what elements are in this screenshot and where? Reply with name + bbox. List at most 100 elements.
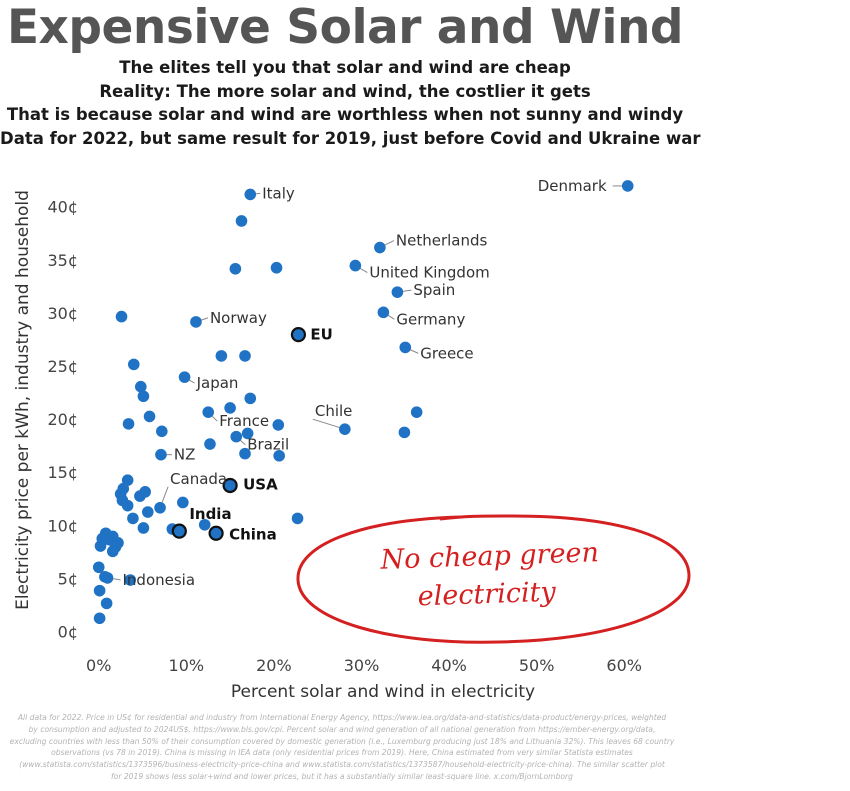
y-axis-ticks: 0¢ 5¢ 10¢ 15¢ 20¢ 25¢ 30¢ 35¢ 40¢ <box>47 198 78 642</box>
point-label-germany: Germany <box>396 310 465 328</box>
data-point-india <box>171 523 187 539</box>
data-point-netherlands <box>374 241 386 254</box>
point-label-norway: Norway <box>210 309 267 327</box>
data-point-usa <box>222 477 238 494</box>
data-point <box>124 574 137 586</box>
footnote-line: All data for 2022. Price in US¢ for resi… <box>17 713 667 722</box>
x-axis-ticks: 0% 10% 20% 30% 40% 50% 60% <box>86 656 642 675</box>
point-label-canada: Canada <box>170 470 227 488</box>
point-label-india: India <box>189 505 231 523</box>
data-point-indonesia <box>101 572 114 584</box>
point-label-france: France <box>219 412 269 430</box>
subtitle-line: Reality: The more solar and wind, the co… <box>99 81 591 101</box>
point-label-china: China <box>229 525 277 543</box>
data-point-canada <box>154 501 166 514</box>
point-label-greece: Greece <box>420 344 473 362</box>
data-point <box>127 512 139 525</box>
y-axis-label: Electricity price per kWh, industry and … <box>13 190 33 610</box>
point-label-usa: USA <box>243 475 278 493</box>
data-point <box>139 486 151 498</box>
y-tick-label: 20¢ <box>47 410 78 429</box>
data-point-chile <box>339 423 351 435</box>
data-point <box>93 612 106 625</box>
data-point-brazil <box>230 430 243 443</box>
data-point <box>137 522 150 534</box>
data-point <box>177 496 189 509</box>
footnote-line: excluding countries with less than 50% o… <box>9 736 675 746</box>
data-point <box>94 540 107 552</box>
x-tick-label: 50% <box>519 656 555 675</box>
data-point <box>198 518 211 531</box>
data-point <box>100 597 113 610</box>
data-point-italy <box>244 188 257 201</box>
data-point-norway <box>190 316 202 328</box>
subtitle-line: That is because solar and wind are worth… <box>6 105 684 124</box>
point-label-netherlands: Netherlands <box>396 232 488 250</box>
label-leader-lines <box>107 185 628 581</box>
data-point <box>410 406 423 418</box>
footnote-line: observations (vs 78 in 2019). China is m… <box>51 748 633 758</box>
point-label-denmark: Denmark <box>538 177 607 195</box>
y-tick-label: 0¢ <box>58 623 78 642</box>
footnote-line: for 2019 shows less solar+wind and lower… <box>111 771 573 781</box>
data-point <box>239 447 251 460</box>
x-tick-label: 10% <box>169 656 205 675</box>
data-point-nz <box>155 448 167 461</box>
point-label-eu: EU <box>310 326 332 344</box>
callout-ellipse: No cheap green electricity <box>296 514 691 644</box>
point-label-brazil: Brazil <box>247 436 289 454</box>
point-label-united-kingdom: United Kingdom <box>369 264 489 282</box>
footnote: All data for 2022. Price in US¢ for resi… <box>6 712 678 783</box>
point-label-indonesia: Indonesia <box>123 571 196 589</box>
point-label-spain: Spain <box>413 281 455 299</box>
x-tick-label: 20% <box>256 656 292 675</box>
footnote-line: by consumption and adjusted to 2024US$, … <box>28 724 656 734</box>
x-tick-label: 0% <box>86 656 111 675</box>
data-point <box>229 262 242 275</box>
subtitle-line: The elites tell you that solar and wind … <box>119 58 571 77</box>
y-tick-label: 15¢ <box>47 463 78 482</box>
data-point-eu <box>290 327 307 343</box>
data-points <box>92 180 634 625</box>
data-point <box>215 350 228 362</box>
data-point <box>106 545 119 558</box>
data-point <box>115 310 128 323</box>
data-point <box>270 261 283 274</box>
callout-text: No cheap green <box>379 537 599 576</box>
point-label-italy: Italy <box>262 184 295 202</box>
data-point-denmark <box>621 180 634 192</box>
page-title: Expensive Solar and Wind <box>6 0 684 55</box>
data-point-japan <box>178 371 191 383</box>
data-point <box>122 418 135 430</box>
data-point <box>137 390 150 403</box>
data-point <box>398 426 411 439</box>
data-point <box>142 506 154 518</box>
x-tick-label: 30% <box>344 656 380 675</box>
data-point-france <box>202 406 215 418</box>
data-point-germany <box>377 306 390 319</box>
data-point <box>156 425 168 438</box>
x-tick-label: 60% <box>606 656 642 675</box>
data-point-china <box>208 525 224 541</box>
data-point-greece <box>399 341 412 354</box>
point-labels: Denmark Italy Netherlands United KingdomSpa… <box>123 177 607 589</box>
data-point <box>92 561 105 574</box>
data-point <box>273 449 285 462</box>
data-point <box>239 350 251 362</box>
y-tick-label: 25¢ <box>47 357 78 376</box>
point-label-nz: NZ <box>174 446 196 464</box>
y-tick-label: 30¢ <box>47 304 78 323</box>
x-axis-label: Percent solar and wind in electricity <box>231 682 535 702</box>
data-point <box>241 427 254 440</box>
y-tick-label: 35¢ <box>47 251 78 270</box>
data-point <box>134 380 147 393</box>
data-point <box>291 512 304 525</box>
point-label-japan: Japan <box>196 374 239 392</box>
data-point <box>272 419 285 431</box>
data-point-united-kingdom <box>349 259 362 272</box>
data-point <box>235 215 248 227</box>
callout-text: electricity <box>417 577 557 613</box>
data-point <box>127 358 140 371</box>
y-tick-label: 40¢ <box>47 198 78 217</box>
